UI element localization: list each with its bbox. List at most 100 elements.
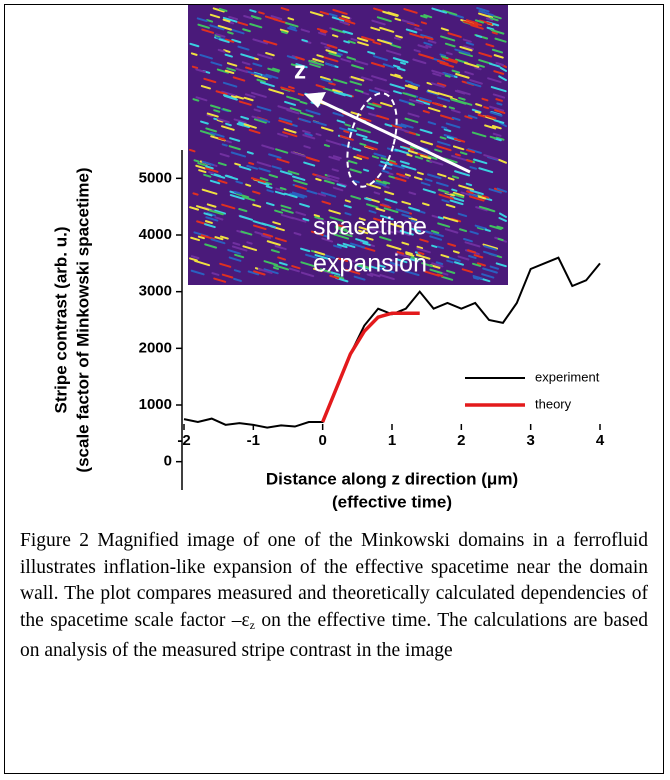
inset-streak — [437, 140, 451, 147]
inset-streak — [431, 82, 445, 88]
inset-streak — [206, 212, 216, 217]
inset-streak — [309, 11, 324, 17]
inset-streak — [472, 158, 488, 165]
inset-streak — [419, 238, 429, 243]
inset-streak — [216, 68, 230, 74]
inset-streak — [344, 123, 351, 127]
inset-streak — [332, 155, 342, 160]
inset-streak — [275, 187, 284, 192]
inset-streak — [300, 28, 311, 33]
inset-streak — [300, 261, 315, 267]
x-axis-title: Distance along z direction (μm) — [266, 469, 518, 488]
inset-streak — [313, 214, 321, 218]
inset-streak — [203, 77, 217, 84]
inset-streak — [245, 70, 261, 77]
x-tick-label: 3 — [526, 432, 534, 449]
inset-streak — [350, 37, 358, 42]
inset-streak — [228, 145, 241, 151]
inset-streak — [294, 184, 307, 190]
inset-streak — [224, 69, 235, 75]
inset-streak — [206, 112, 219, 118]
inset-streak — [332, 8, 348, 15]
inset-streak — [468, 192, 479, 198]
inset-streak — [422, 188, 436, 194]
inset-streak — [407, 149, 418, 155]
inset-streak — [426, 90, 439, 96]
inset-streak — [333, 233, 350, 240]
inset-streak — [279, 28, 289, 33]
inset-streak — [409, 145, 419, 150]
inset-streak — [350, 242, 366, 249]
inset-streak — [401, 19, 415, 25]
inset-streak — [273, 264, 290, 271]
inset-streak — [190, 52, 198, 56]
inset-streak — [245, 183, 252, 187]
inset-streak — [302, 134, 316, 140]
inset-streak — [337, 49, 348, 54]
inset-streak — [452, 191, 465, 197]
inset-streak — [214, 209, 227, 215]
inset-streak — [364, 197, 372, 202]
inset-streak — [389, 261, 404, 268]
inset-streak — [372, 102, 382, 107]
inset-streak — [430, 229, 440, 234]
inset-streak — [431, 262, 444, 268]
inset-streak — [281, 30, 288, 35]
inset-streak — [209, 24, 225, 31]
inset-streak — [276, 158, 290, 164]
inset-streak — [217, 48, 226, 53]
inset-streak — [358, 229, 369, 235]
inset-streak — [437, 173, 447, 178]
inset-streak — [379, 203, 392, 209]
inset-streak — [205, 216, 219, 222]
inset-streak — [497, 237, 504, 242]
inset-streak — [465, 159, 473, 163]
inset-streak — [299, 202, 310, 208]
inset-streak — [305, 253, 318, 259]
inset-streak — [253, 108, 262, 113]
inset-streak — [439, 136, 447, 140]
inset-streak — [203, 212, 213, 217]
inset-streak — [369, 272, 381, 278]
inset-streak — [489, 135, 497, 140]
inset-streak — [416, 245, 424, 250]
inset-streak — [321, 200, 332, 205]
inset-streak — [236, 122, 244, 127]
inset-streak — [446, 269, 456, 274]
inset-streak — [204, 223, 216, 229]
inset-streak — [218, 38, 230, 44]
inset-streak — [454, 153, 461, 157]
inset-streak — [339, 135, 354, 141]
inset-streak — [291, 265, 301, 270]
inset-streak — [261, 222, 277, 229]
inset-streak — [263, 260, 279, 266]
inset-streak — [440, 35, 456, 42]
inset-streak — [477, 113, 486, 118]
inset-streak — [457, 255, 470, 261]
inset-streak — [217, 118, 230, 124]
inset-streak — [362, 242, 371, 246]
inset-streak — [280, 7, 290, 12]
inset-streak — [395, 230, 411, 237]
inset-streak — [389, 222, 403, 229]
inset-streak — [466, 249, 477, 254]
inset-streak — [422, 202, 430, 207]
inset-streak — [303, 161, 316, 167]
inset-streak — [392, 64, 401, 69]
inset-streak — [414, 27, 423, 32]
inset-streak — [317, 192, 327, 197]
inset-streak — [343, 40, 350, 44]
inset-streak — [422, 110, 430, 114]
inset-streak — [444, 228, 459, 234]
inset-streak — [366, 237, 374, 241]
inset-streak — [483, 106, 490, 110]
inset-streak — [469, 195, 485, 202]
inset-streak — [286, 55, 298, 60]
inset-streak — [256, 78, 266, 83]
inset-streak — [399, 160, 410, 165]
inset-streak — [498, 75, 507, 82]
inset-streak — [464, 70, 474, 76]
inset-streak — [306, 189, 318, 195]
inset-streak — [404, 219, 415, 225]
inset-streak — [417, 251, 425, 256]
